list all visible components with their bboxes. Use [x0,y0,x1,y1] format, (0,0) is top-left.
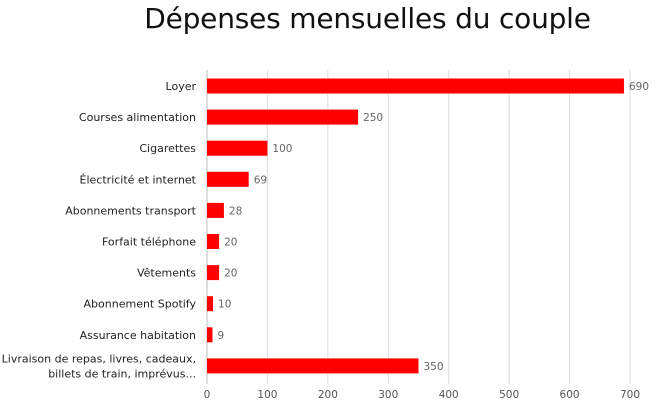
bar [207,234,220,249]
x-tick-label: 0 [204,389,211,400]
bar [207,171,249,187]
bar [207,202,224,218]
bar [207,140,268,156]
bar [207,296,214,312]
category-label: Livraison de repas, livres, cadeaux, [2,352,196,365]
category-label: billets de train, imprévus... [48,367,196,380]
data-label: 100 [272,143,292,155]
category-label: Abonnements transport [65,204,196,217]
data-label: 69 [254,174,267,186]
bar [207,265,220,281]
x-tick-label: 600 [560,389,580,400]
bar [207,78,624,94]
data-label: 20 [224,237,237,249]
category-label: Forfait téléphone [102,236,196,249]
data-label: 20 [224,268,237,280]
x-tick-label: 700 [620,389,640,400]
chart-title: Dépenses mensuelles du couple [144,2,591,35]
data-label: 10 [218,299,231,311]
data-label: 690 [629,81,649,93]
x-tick-label: 200 [318,389,338,400]
x-tick-label: 300 [378,389,398,400]
bar [207,109,359,125]
category-label: Vêtements [137,267,196,280]
bar [207,358,419,374]
category-label: Assurance habitation [80,329,196,342]
category-label: Abonnement Spotify [84,298,197,311]
x-tick-label: 100 [257,389,277,400]
data-label: 350 [424,361,444,373]
bar [207,327,213,343]
x-tick-label: 500 [499,389,519,400]
data-label: 9 [217,330,224,342]
category-label: Loyer [166,80,197,93]
category-label: Électricité et internet [80,173,197,186]
category-label: Cigarettes [139,142,196,155]
x-tick-label: 400 [439,389,459,400]
category-label: Courses alimentation [79,111,196,124]
data-label: 250 [363,112,383,124]
data-label: 28 [229,205,242,217]
